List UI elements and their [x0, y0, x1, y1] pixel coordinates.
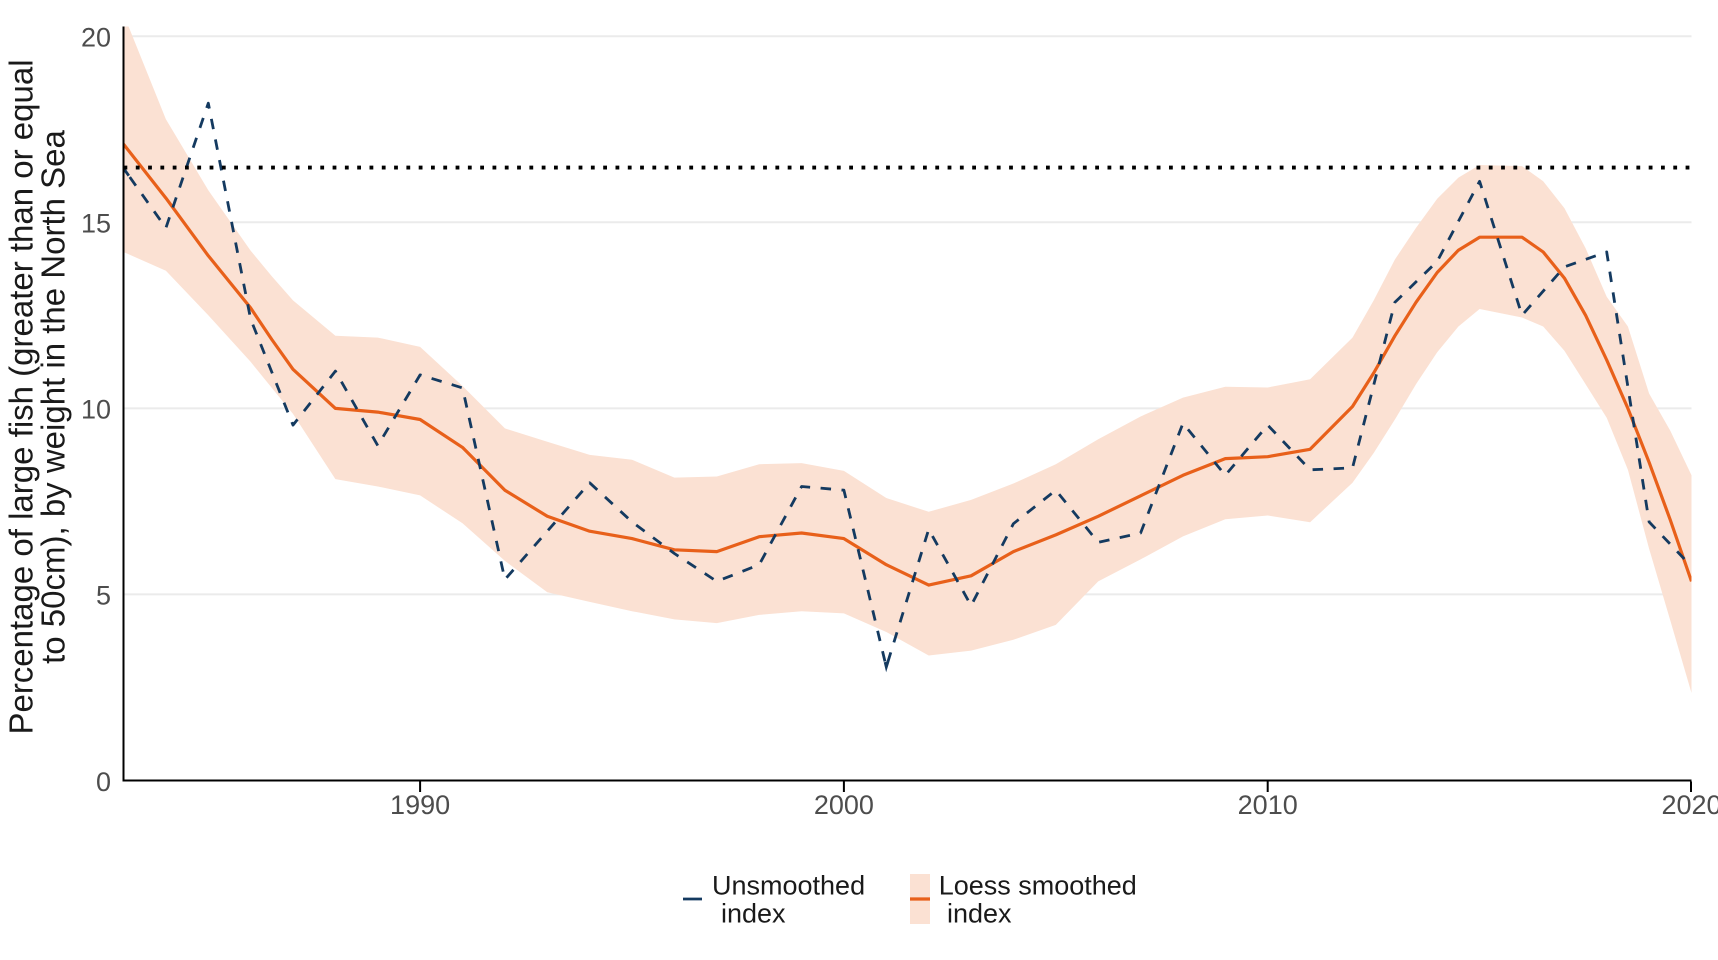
svg-text:10: 10 [81, 395, 111, 425]
svg-text:index: index [947, 899, 1012, 929]
svg-text:index: index [721, 899, 786, 929]
svg-text:2000: 2000 [814, 790, 874, 820]
svg-text:Unsmoothed: Unsmoothed [712, 871, 865, 901]
svg-text:5: 5 [96, 581, 111, 611]
svg-text:2010: 2010 [1238, 790, 1298, 820]
svg-text:15: 15 [81, 209, 111, 239]
svg-text:0: 0 [96, 767, 111, 797]
svg-text:Loess smoothed: Loess smoothed [939, 871, 1137, 901]
svg-text:Percentage of large fish (grea: Percentage of large fish (greater than o… [3, 59, 40, 734]
svg-text:1990: 1990 [390, 790, 450, 820]
svg-text:2020: 2020 [1661, 790, 1718, 820]
svg-text:20: 20 [81, 23, 111, 53]
svg-text:to 50cm), by weight in the Nor: to 50cm), by weight in the North Sea [35, 129, 72, 663]
